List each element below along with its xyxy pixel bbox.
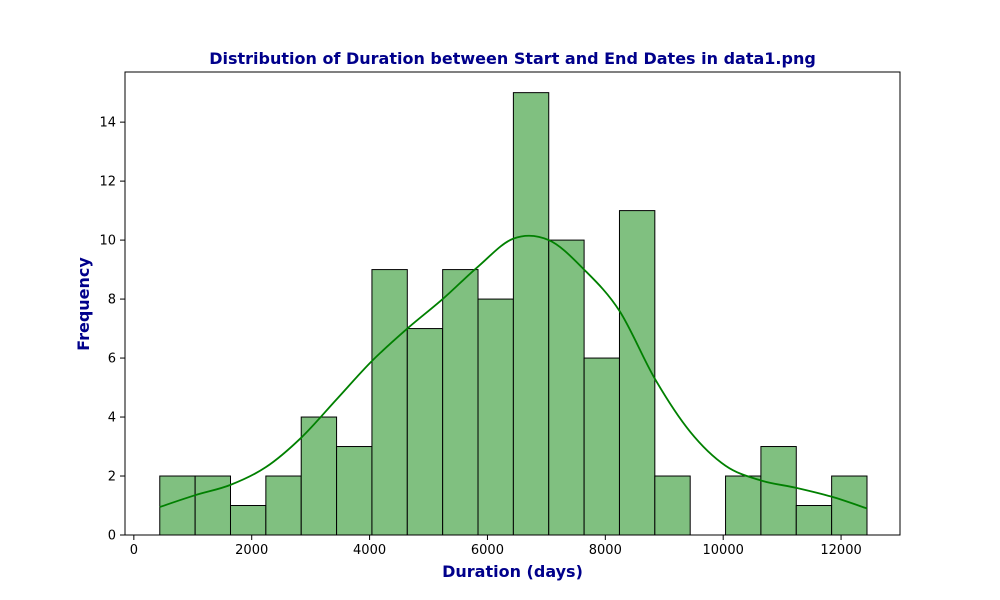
- x-tick-label: 4000: [353, 543, 386, 558]
- y-tick-label: 6: [108, 352, 116, 367]
- histogram-bar: [618, 210, 656, 536]
- x-axis: 0 2000 4000 6000 8000 10000 12000: [130, 535, 862, 558]
- x-axis-label: Duration (days): [442, 562, 583, 581]
- x-tick-label: 12000: [820, 543, 861, 558]
- y-tick-label: 8: [108, 293, 116, 308]
- x-tick-label: 2000: [235, 543, 268, 558]
- histogram-bar: [760, 446, 797, 536]
- histogram-bar: [831, 475, 868, 536]
- histogram-bar: [795, 505, 833, 536]
- x-tick-label: 10000: [703, 543, 744, 558]
- histogram-bar: [194, 475, 231, 536]
- histogram-bar: [300, 416, 338, 536]
- y-axis: 0 2 4 6 8 10 12 14: [99, 116, 125, 544]
- histogram-bar: [406, 328, 444, 536]
- x-tick-label: 8000: [589, 543, 622, 558]
- y-tick-label: 4: [108, 411, 116, 426]
- plot-frame: [124, 71, 901, 536]
- y-tick-label: 2: [108, 470, 116, 485]
- bars-group: [159, 92, 868, 536]
- y-tick-label: 0: [108, 529, 116, 544]
- histogram-bar: [654, 475, 691, 536]
- histogram-bar: [512, 92, 550, 536]
- y-tick-label: 12: [99, 175, 116, 190]
- chart-title: Distribution of Duration between Start a…: [209, 49, 816, 68]
- histogram-bar: [229, 505, 267, 536]
- x-tick-label: 0: [130, 543, 138, 558]
- kde-group: [159, 234, 868, 510]
- histogram-bar: [371, 269, 408, 536]
- kde-line: [159, 234, 868, 510]
- histogram-bar: [336, 446, 373, 536]
- histogram-bar: [477, 298, 514, 536]
- histogram-bar: [725, 475, 762, 536]
- histogram-bar: [548, 239, 585, 536]
- x-tick-label: 6000: [471, 543, 504, 558]
- y-tick-label: 14: [99, 116, 116, 131]
- y-axis-label: Frequency: [74, 257, 93, 351]
- histogram-bar: [442, 269, 479, 536]
- histogram-bar: [583, 357, 620, 536]
- histogram-bar: [265, 475, 302, 536]
- y-tick-label: 10: [99, 234, 116, 249]
